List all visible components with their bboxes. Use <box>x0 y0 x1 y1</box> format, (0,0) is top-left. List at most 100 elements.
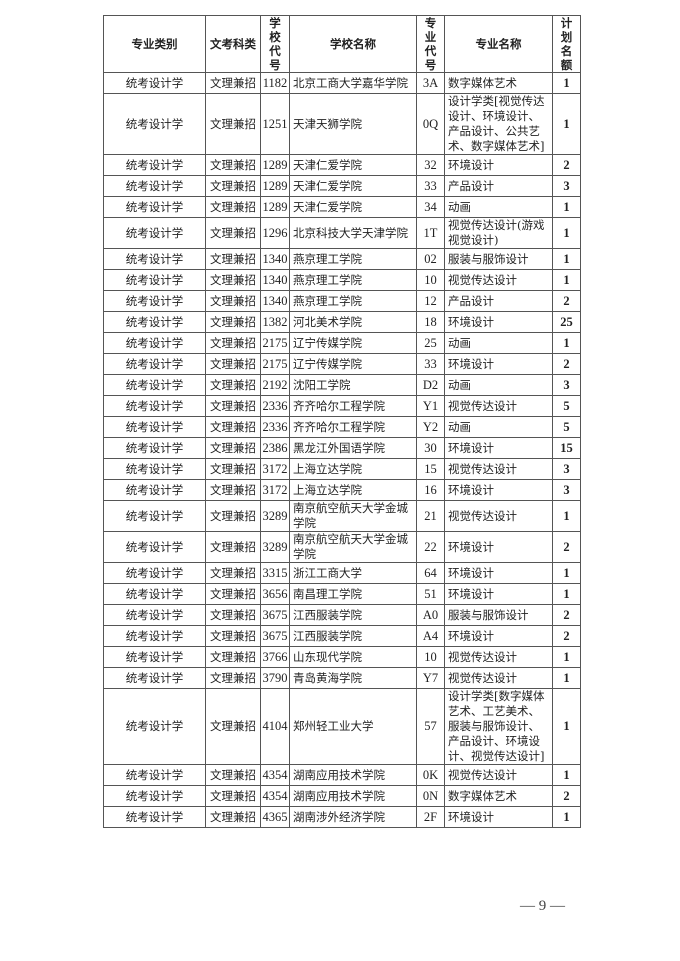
cell-school-name: 黑龙江外国语学院 <box>289 437 417 459</box>
cell-school-code: 4354 <box>260 785 290 807</box>
cell-major-name: 环境设计 <box>444 625 553 647</box>
cell-school-code: 4354 <box>260 764 290 786</box>
table-row: 统考设计学 文理兼招 3675 江西服装学院 A4 环境设计 2 <box>103 625 581 647</box>
cell-quota: 1 <box>552 806 581 828</box>
cell-major-code: A0 <box>416 604 445 626</box>
cell-school-code: 2175 <box>260 332 290 354</box>
cell-major-name: 视觉传达设计 <box>444 667 553 689</box>
cell-major-name: 服装与服饰设计 <box>444 604 553 626</box>
cell-major-name: 环境设计 <box>444 583 553 605</box>
cell-quota: 1 <box>552 248 581 270</box>
cell-school-code: 2336 <box>260 395 290 417</box>
table-row: 统考设计学 文理兼招 3766 山东现代学院 10 视觉传达设计 1 <box>103 646 581 668</box>
cell-major-name: 视觉传达设计 <box>444 500 553 532</box>
cell-school-name: 南京航空航天大学金城学院 <box>289 500 417 532</box>
cell-major-code: 12 <box>416 290 445 312</box>
cell-major-code: 25 <box>416 332 445 354</box>
table-row: 统考设计学 文理兼招 2175 辽宁传媒学院 25 动画 1 <box>103 332 581 354</box>
cell-school-name: 齐齐哈尔工程学院 <box>289 395 417 417</box>
header-school-code: 学校代号 <box>260 15 290 73</box>
cell-exam-subject: 文理兼招 <box>205 604 261 626</box>
table-row: 统考设计学 文理兼招 3289 南京航空航天大学金城学院 22 环境设计 2 <box>103 531 581 563</box>
cell-major-category: 统考设计学 <box>103 625 206 647</box>
cell-major-category: 统考设计学 <box>103 500 206 532</box>
table-row: 统考设计学 文理兼招 1251 天津天狮学院 0Q 设计学类[视觉传达设计、环境设计、产品… <box>103 93 581 155</box>
cell-school-name: 湖南应用技术学院 <box>289 764 417 786</box>
cell-major-category: 统考设计学 <box>103 458 206 480</box>
cell-major-code: 16 <box>416 479 445 501</box>
cell-major-name: 产品设计 <box>444 290 553 312</box>
cell-major-category: 统考设计学 <box>103 374 206 396</box>
cell-school-name: 北京工商大学嘉华学院 <box>289 72 417 94</box>
cell-major-category: 统考设计学 <box>103 154 206 176</box>
cell-major-code: 21 <box>416 500 445 532</box>
cell-major-name: 环境设计 <box>444 531 553 563</box>
table-row: 统考设计学 文理兼招 1289 天津仁爱学院 33 产品设计 3 <box>103 175 581 197</box>
cell-exam-subject: 文理兼招 <box>205 500 261 532</box>
table-row: 统考设计学 文理兼招 2336 齐齐哈尔工程学院 Y1 视觉传达设计 5 <box>103 395 581 417</box>
cell-school-code: 4365 <box>260 806 290 828</box>
cell-school-code: 1289 <box>260 154 290 176</box>
cell-school-code: 3656 <box>260 583 290 605</box>
cell-exam-subject: 文理兼招 <box>205 196 261 218</box>
cell-major-category: 统考设计学 <box>103 311 206 333</box>
cell-major-name: 设计学类[视觉传达设计、环境设计、产品设计、公共艺术、数字媒体艺术] <box>444 93 553 155</box>
cell-quota: 2 <box>552 290 581 312</box>
cell-major-code: 0Q <box>416 93 445 155</box>
cell-quota: 15 <box>552 437 581 459</box>
cell-school-name: 沈阳工学院 <box>289 374 417 396</box>
cell-major-category: 统考设计学 <box>103 248 206 270</box>
cell-major-code: 3A <box>416 72 445 94</box>
header-major-category: 专业类别 <box>103 15 206 73</box>
cell-major-name: 环境设计 <box>444 562 553 584</box>
cell-quota: 1 <box>552 196 581 218</box>
cell-school-name: 天津仁爱学院 <box>289 196 417 218</box>
cell-exam-subject: 文理兼招 <box>205 332 261 354</box>
cell-major-category: 统考设计学 <box>103 196 206 218</box>
cell-major-code: 32 <box>416 154 445 176</box>
cell-major-code: 2F <box>416 806 445 828</box>
cell-school-code: 1289 <box>260 196 290 218</box>
cell-exam-subject: 文理兼招 <box>205 374 261 396</box>
cell-major-name: 环境设计 <box>444 806 553 828</box>
cell-school-name: 青岛黄海学院 <box>289 667 417 689</box>
cell-quota: 1 <box>552 72 581 94</box>
cell-exam-subject: 文理兼招 <box>205 531 261 563</box>
cell-major-category: 统考设计学 <box>103 562 206 584</box>
table-row: 统考设计学 文理兼招 3315 浙江工商大学 64 环境设计 1 <box>103 562 581 584</box>
cell-major-name: 服装与服饰设计 <box>444 248 553 270</box>
cell-school-code: 3289 <box>260 500 290 532</box>
cell-major-code: 33 <box>416 353 445 375</box>
cell-major-name: 环境设计 <box>444 437 553 459</box>
cell-school-code: 1382 <box>260 311 290 333</box>
cell-exam-subject: 文理兼招 <box>205 764 261 786</box>
cell-school-name: 天津仁爱学院 <box>289 175 417 197</box>
cell-school-name: 齐齐哈尔工程学院 <box>289 416 417 438</box>
cell-major-category: 统考设计学 <box>103 806 206 828</box>
header-major-code: 专业代号 <box>416 15 445 73</box>
cell-major-name: 动画 <box>444 374 553 396</box>
table-row: 统考设计学 文理兼招 4354 湖南应用技术学院 0N 数字媒体艺术 2 <box>103 785 581 807</box>
cell-quota: 3 <box>552 479 581 501</box>
table-row: 统考设计学 文理兼招 2336 齐齐哈尔工程学院 Y2 动画 5 <box>103 416 581 438</box>
cell-exam-subject: 文理兼招 <box>205 217 261 249</box>
cell-quota: 2 <box>552 785 581 807</box>
cell-school-name: 上海立达学院 <box>289 458 417 480</box>
cell-school-name: 南京航空航天大学金城学院 <box>289 531 417 563</box>
cell-school-name: 湖南涉外经济学院 <box>289 806 417 828</box>
cell-major-code: 0N <box>416 785 445 807</box>
cell-exam-subject: 文理兼招 <box>205 583 261 605</box>
cell-school-name: 天津天狮学院 <box>289 93 417 155</box>
cell-quota: 5 <box>552 395 581 417</box>
cell-major-category: 统考设计学 <box>103 93 206 155</box>
cell-school-code: 3766 <box>260 646 290 668</box>
table-row: 统考设计学 文理兼招 3172 上海立达学院 15 视觉传达设计 3 <box>103 458 581 480</box>
cell-major-code: 51 <box>416 583 445 605</box>
cell-exam-subject: 文理兼招 <box>205 395 261 417</box>
cell-exam-subject: 文理兼招 <box>205 667 261 689</box>
cell-exam-subject: 文理兼招 <box>205 625 261 647</box>
cell-major-name: 环境设计 <box>444 311 553 333</box>
table-row: 统考设计学 文理兼招 3289 南京航空航天大学金城学院 21 视觉传达设计 1 <box>103 500 581 532</box>
cell-quota: 1 <box>552 764 581 786</box>
cell-quota: 1 <box>552 500 581 532</box>
